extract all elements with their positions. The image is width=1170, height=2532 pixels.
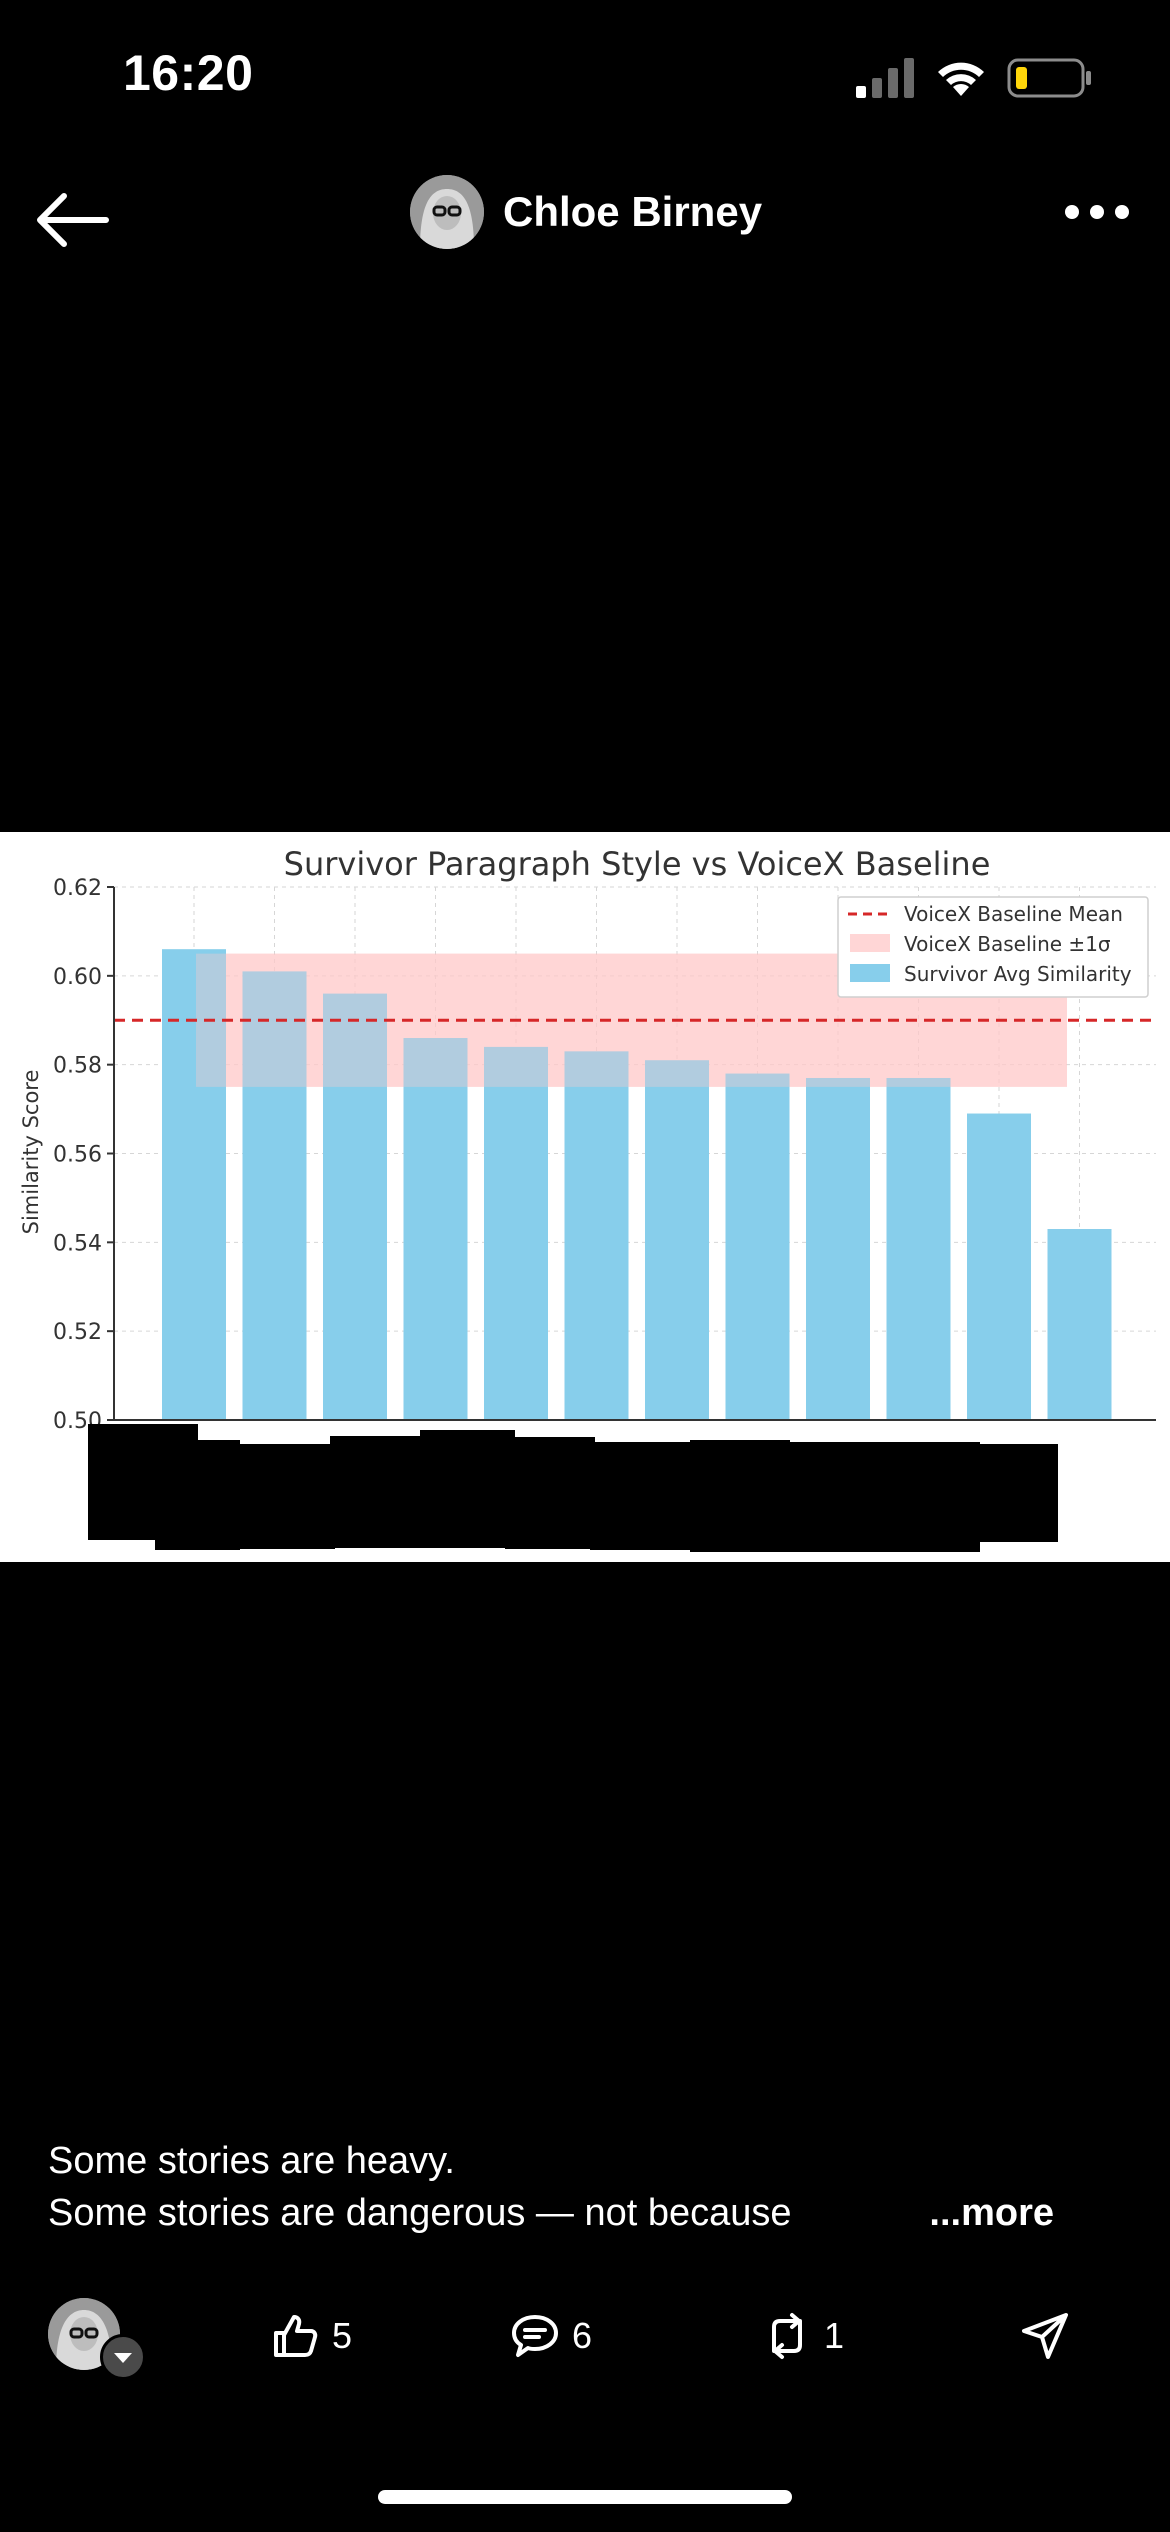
more-options-icon[interactable]: [1062, 200, 1132, 224]
chart-y-axis-label: Similarity Score: [19, 1070, 43, 1235]
status-bar: 16:20: [0, 0, 1170, 150]
repost-icon: [772, 2313, 802, 2359]
y-tick-label: 0.60: [53, 965, 102, 990]
like-count: 5: [332, 2315, 353, 2356]
y-tick-label: 0.58: [53, 1054, 102, 1079]
cellular-signal-icon: [856, 58, 914, 98]
redaction-block: [590, 1442, 700, 1550]
chart-bar: [1047, 1229, 1112, 1420]
legend-entry: VoiceX Baseline Mean: [904, 902, 1123, 926]
redaction-block: [155, 1440, 240, 1550]
author-name[interactable]: Chloe Birney: [503, 188, 763, 235]
legend-box: [837, 896, 1149, 998]
legend-swatch-band: [850, 934, 890, 952]
legend-swatch-bars: [850, 964, 890, 982]
chart-bar: [967, 1113, 1031, 1420]
chart-bar: [162, 949, 226, 1420]
redaction-block: [235, 1444, 335, 1549]
chart-bar: [806, 1077, 870, 1420]
repost-count: 1: [824, 2315, 845, 2356]
redaction-block: [330, 1436, 425, 1548]
post-caption[interactable]: Some stories are heavy. Some stories are…: [48, 2135, 1128, 2239]
status-time: 16:20: [123, 45, 254, 101]
redaction-block: [780, 1442, 880, 1552]
legend-entry: Survivor Avg Similarity: [904, 962, 1132, 986]
redaction-block: [420, 1430, 515, 1548]
redaction-block: [690, 1440, 790, 1552]
legend-entry: VoiceX Baseline ±1σ: [904, 932, 1111, 956]
chart-bar: [403, 1038, 468, 1420]
chart-bar: [645, 1060, 709, 1420]
y-tick-label: 0.52: [53, 1320, 102, 1345]
chart-title: Survivor Paragraph Style vs VoiceX Basel…: [284, 845, 991, 883]
send-icon: [1022, 2313, 1068, 2359]
chart-bar: [242, 971, 307, 1420]
wifi-icon: [938, 62, 984, 96]
y-tick-label: 0.54: [53, 1231, 102, 1256]
chart-bar: [484, 1046, 548, 1420]
comment-button[interactable]: 6: [510, 2308, 592, 2364]
battery-icon: [1007, 58, 1091, 98]
chart-bar: [564, 1051, 629, 1420]
comment-count: 6: [572, 2315, 593, 2356]
y-tick-label: 0.62: [53, 876, 102, 901]
caption-line-1: Some stories are heavy.: [48, 2140, 455, 2182]
chart-bar: [725, 1073, 790, 1420]
post-image[interactable]: Survivor Paragraph Style vs VoiceX Basel…: [0, 832, 1170, 1562]
chart-bar: [886, 1077, 951, 1420]
like-button[interactable]: 5: [270, 2308, 352, 2364]
y-tick-label: 0.56: [53, 1143, 102, 1168]
repost-button[interactable]: 1: [762, 2308, 844, 2364]
action-bar: 5 6 1: [0, 2290, 1170, 2380]
send-button[interactable]: [1020, 2308, 1082, 2364]
post-header: Chloe Birney: [0, 170, 1170, 260]
similarity-bar-chart: Survivor Paragraph Style vs VoiceX Basel…: [19, 845, 1156, 1552]
redaction-block: [960, 1444, 1058, 1542]
chart-bar: [323, 993, 387, 1420]
back-arrow-icon[interactable]: [34, 192, 110, 248]
chevron-down-icon[interactable]: [100, 2334, 146, 2380]
caption-line-2: Some stories are dangerous — not because: [48, 2192, 792, 2234]
thumbs-up-icon: [274, 2315, 318, 2357]
home-indicator: [378, 2490, 792, 2504]
see-more-link[interactable]: ...more: [929, 2192, 1054, 2234]
redaction-block: [505, 1437, 595, 1549]
author-avatar[interactable]: [410, 175, 484, 249]
comment-icon: [512, 2315, 558, 2357]
